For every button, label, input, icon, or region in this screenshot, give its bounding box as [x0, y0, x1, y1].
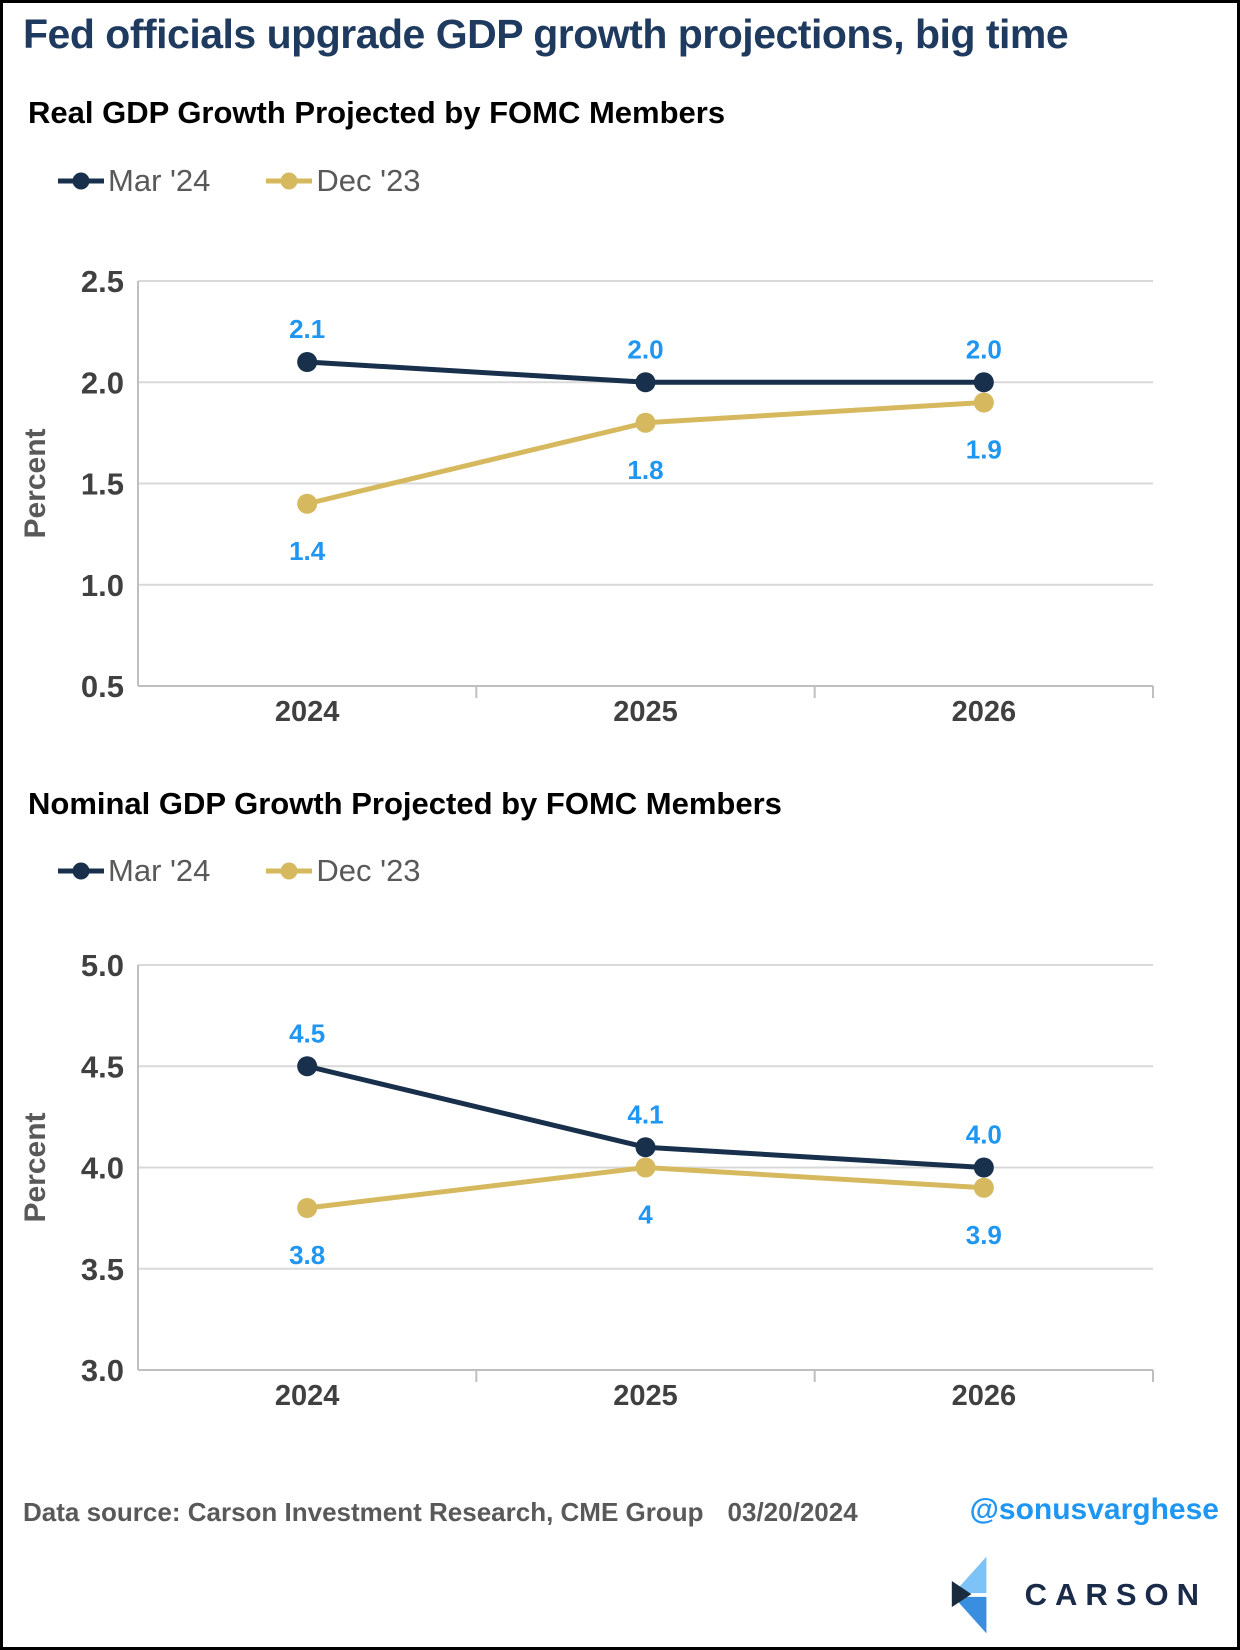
data-label: 2.0: [966, 334, 1002, 364]
data-point: [297, 1198, 318, 1218]
y-tick-label: 1.5: [81, 467, 124, 502]
y-tick-label: 4.5: [81, 1049, 124, 1084]
x-tick-label: 2024: [275, 1380, 340, 1412]
x-tick-label: 2026: [952, 696, 1017, 728]
legend-label: Mar '24: [108, 853, 211, 888]
data-source-label: Data source: Carson Investment Research,…: [23, 1497, 704, 1527]
carson-logo-icon: [951, 1556, 987, 1634]
data-label: 3.8: [289, 1240, 325, 1270]
legend-marker-icon: [266, 862, 313, 880]
page-title: Fed officials upgrade GDP growth project…: [23, 11, 1069, 57]
data-label: 4: [638, 1200, 653, 1230]
data-label: 1.9: [966, 435, 1002, 465]
y-tick-label: 2.0: [81, 365, 124, 400]
nominal-gdp-chart-plot: 3.0 3.5 4.0 4.5 5.0 2024 2025 2026 Percent 4.5 4.1…: [19, 948, 1154, 1412]
y-tick-label: 1.0: [81, 568, 124, 603]
legend-label: Dec '23: [316, 163, 421, 198]
carson-logo: CARSON: [949, 1553, 1207, 1637]
legend-item: Dec '23: [266, 163, 421, 199]
legend-marker-icon: [58, 172, 104, 190]
legend-item: Mar '24: [58, 853, 210, 889]
x-tick-label: 2025: [613, 1380, 678, 1412]
y-tick-label: 4.0: [81, 1151, 124, 1186]
data-label: 4.0: [966, 1120, 1002, 1150]
data-point: [297, 352, 318, 372]
nominal-gdp-chart-title: Nominal GDP Growth Projected by FOMC Mem…: [28, 786, 782, 821]
data-label: 1.4: [289, 536, 326, 566]
x-tick-label: 2024: [275, 696, 340, 728]
legend-marker-icon: [266, 172, 313, 190]
y-tick-label: 0.5: [81, 669, 124, 704]
legend-label: Dec '23: [316, 853, 421, 888]
y-tick-label: 3.0: [81, 1353, 124, 1388]
carson-logo-text: CARSON: [1024, 1577, 1207, 1612]
real-gdp-chart-title: Real GDP Growth Projected by FOMC Member…: [28, 95, 726, 130]
real-gdp-chart-legend: Mar '24 Dec '23: [58, 163, 421, 199]
data-label: 2.1: [289, 314, 325, 344]
y-tick-label: 5.0: [81, 948, 124, 983]
date-label: 03/20/2024: [727, 1497, 858, 1527]
y-tick-label: 3.5: [81, 1252, 124, 1287]
x-tick-label: 2025: [613, 696, 678, 728]
legend-marker-icon: [58, 862, 104, 880]
x-tick-label: 2026: [952, 1380, 1017, 1412]
data-point: [973, 1177, 994, 1198]
author-handle: @sonusvarghese: [969, 1493, 1219, 1526]
data-point: [635, 372, 656, 393]
data-point: [635, 1137, 656, 1158]
legend-label: Mar '24: [108, 163, 211, 198]
legend-item: Dec '23: [266, 853, 421, 889]
data-point: [635, 412, 656, 433]
y-axis-title: Percent: [19, 1112, 52, 1222]
data-label: 4.5: [289, 1018, 325, 1048]
data-point: [297, 1056, 318, 1077]
data-point: [973, 1157, 994, 1178]
y-axis-title: Percent: [19, 428, 52, 538]
real-gdp-chart-plot: 0.5 1.0 1.5 2.0 2.5 2024 2025 2026 Percent 2.1 2.0…: [19, 264, 1154, 728]
nominal-gdp-chart-legend: Mar '24 Dec '23: [58, 853, 421, 889]
data-point: [635, 1157, 656, 1178]
data-point: [297, 493, 318, 514]
data-point: [973, 392, 994, 413]
data-label: 4.1: [627, 1099, 663, 1129]
y-tick-label: 2.5: [81, 264, 124, 299]
data-label: 2.0: [627, 334, 663, 364]
data-label: 3.9: [966, 1220, 1002, 1250]
legend-item: Mar '24: [58, 163, 210, 199]
data-point: [973, 372, 994, 393]
data-label: 1.8: [627, 455, 663, 485]
data-source-text: Data source: Carson Investment Research,…: [23, 1497, 858, 1528]
